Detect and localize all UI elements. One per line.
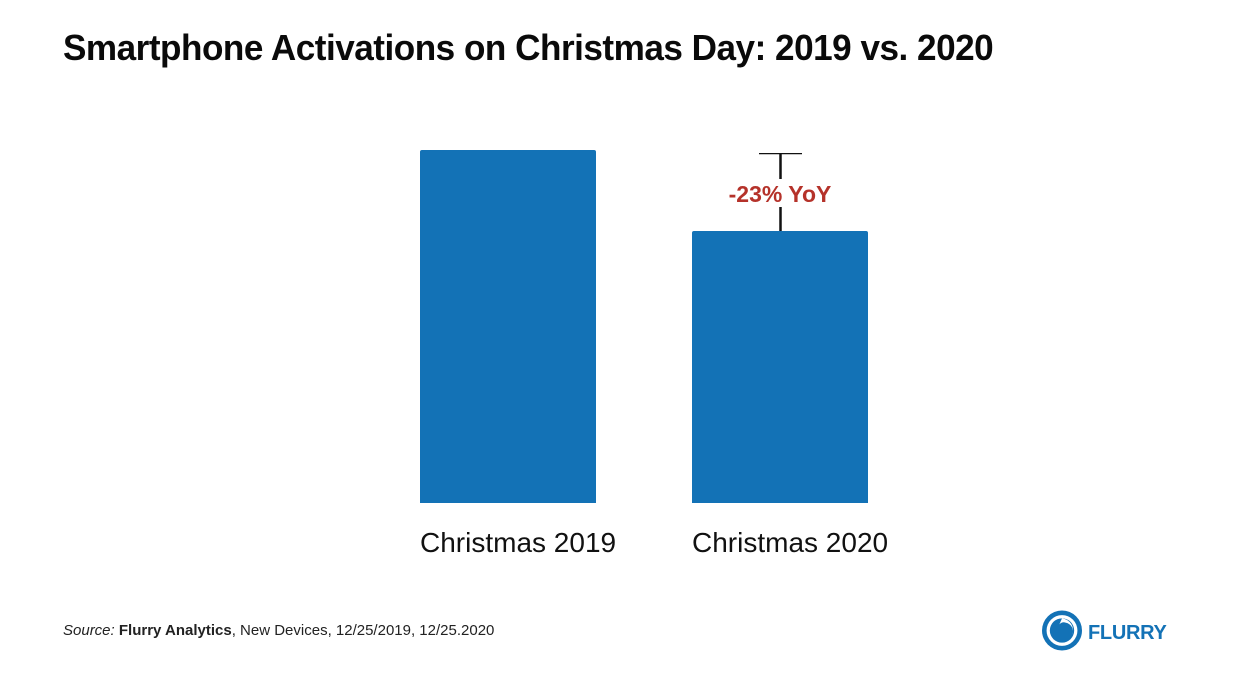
svg-text:FLURRY: FLURRY (1088, 622, 1168, 644)
